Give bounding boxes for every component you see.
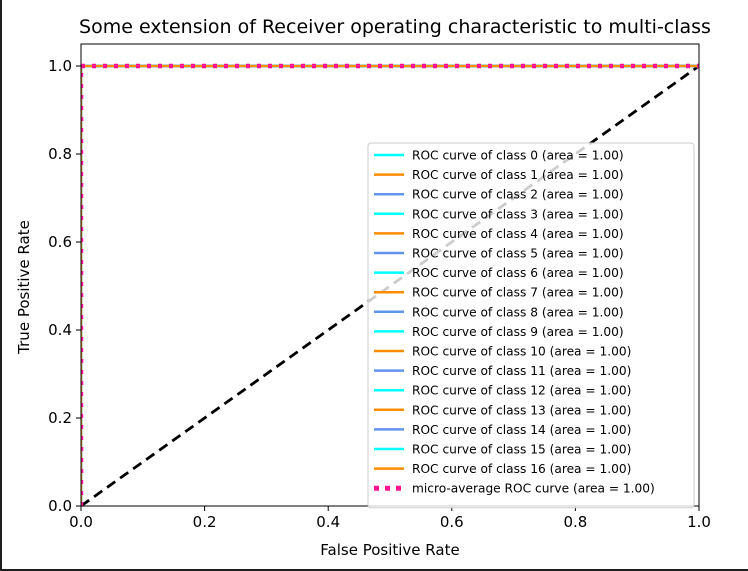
- x-tick-label: 1.0: [687, 513, 711, 531]
- legend-entry: ROC curve of class 0 (area = 1.00): [412, 149, 624, 163]
- x-tick-label: 0.4: [316, 513, 340, 531]
- x-tick-label: 0.6: [440, 513, 464, 531]
- legend-entry: ROC curve of class 4 (area = 1.00): [412, 227, 624, 241]
- legend-entry: ROC curve of class 5 (area = 1.00): [412, 247, 624, 261]
- legend-entry: ROC curve of class 15 (area = 1.00): [412, 443, 631, 457]
- legend-entry: ROC curve of class 11 (area = 1.00): [412, 364, 631, 378]
- legend-entry: ROC curve of class 14 (area = 1.00): [412, 423, 631, 437]
- legend-entry: micro-average ROC curve (area = 1.00): [412, 482, 655, 496]
- legend-entry: ROC curve of class 8 (area = 1.00): [412, 305, 624, 319]
- legend-entry: ROC curve of class 6 (area = 1.00): [412, 266, 624, 280]
- y-tick-label: 0.0: [48, 497, 72, 515]
- chart-title: Some extension of Receiver operating cha…: [79, 16, 711, 38]
- y-tick-label: 0.6: [48, 233, 72, 251]
- legend-entry: ROC curve of class 2 (area = 1.00): [412, 188, 624, 202]
- legend-entry: ROC curve of class 12 (area = 1.00): [412, 384, 631, 398]
- legend-entry: ROC curve of class 9 (area = 1.00): [412, 325, 624, 339]
- legend-entry: ROC curve of class 10 (area = 1.00): [412, 345, 631, 359]
- x-tick-label: 0.2: [193, 513, 217, 531]
- legend-entry: ROC curve of class 13 (area = 1.00): [412, 403, 631, 417]
- x-tick-label: 0.0: [69, 513, 93, 531]
- plot-area: [81, 63, 699, 506]
- y-tick-label: 0.4: [48, 321, 72, 339]
- y-tick-label: 1.0: [48, 57, 72, 75]
- legend-entry: ROC curve of class 3 (area = 1.00): [412, 207, 624, 221]
- roc-curve-class-16: [81, 64, 699, 506]
- y-axis-label: True Positive Rate: [15, 220, 33, 355]
- y-tick-label: 0.8: [48, 145, 72, 163]
- legend: ROC curve of class 0 (area = 1.00) ROC cu…: [367, 142, 695, 509]
- legend-entry: ROC curve of class 7 (area = 1.00): [412, 286, 624, 300]
- legend-entry: ROC curve of class 1 (area = 1.00): [412, 168, 624, 182]
- x-axis-label: False Positive Rate: [320, 541, 459, 559]
- legend-entry: ROC curve of class 16 (area = 1.00): [412, 462, 631, 476]
- axes: 0.0 0.2 0.4 0.6 0.8 1.0 0.0 0.2 0.4 0.6 0.8 1.0: [48, 57, 711, 531]
- chance-diagonal-line: [81, 64, 699, 506]
- x-tick-label: 0.8: [563, 513, 587, 531]
- y-tick-label: 0.2: [48, 409, 72, 427]
- legend-box: [367, 142, 695, 509]
